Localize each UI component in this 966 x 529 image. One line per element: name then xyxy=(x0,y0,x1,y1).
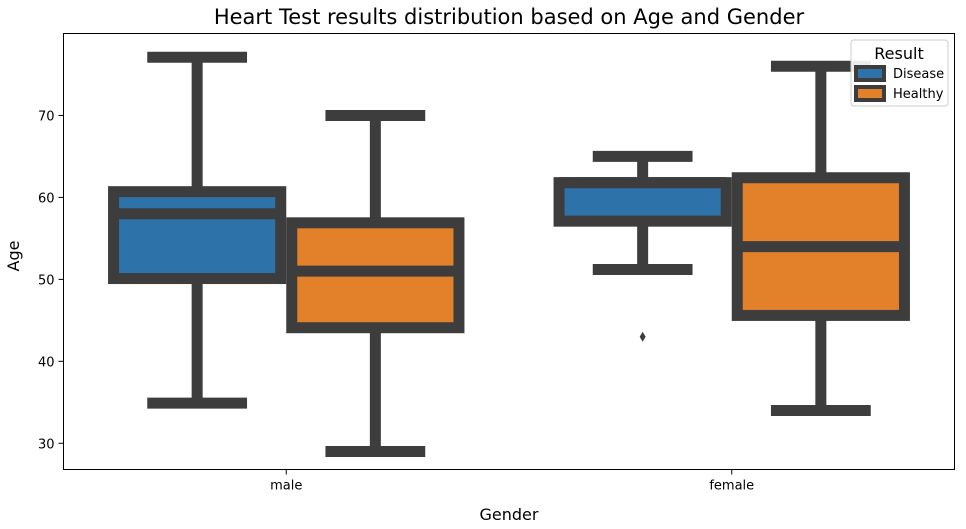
y-tick-label: 40 xyxy=(38,355,55,370)
legend-swatch-disease xyxy=(854,65,886,82)
legend-label-disease: Disease xyxy=(893,67,944,82)
plot-area: 30 40 50 60 70 male female xyxy=(38,51,910,494)
y-axis-label: Age xyxy=(4,241,23,272)
y-tick-label: 50 xyxy=(38,273,55,288)
box-disease-male xyxy=(108,186,287,285)
legend-title: Result xyxy=(874,44,923,63)
legend: Result Disease Healthy xyxy=(850,39,949,107)
x-tick-label: female xyxy=(709,479,754,494)
y-tick-label: 60 xyxy=(38,191,55,206)
legend-label-healthy: Healthy xyxy=(893,87,944,102)
legend-swatch-healthy xyxy=(854,85,886,102)
y-tick-label: 70 xyxy=(38,109,55,124)
outlier-disease-female xyxy=(639,331,646,342)
chart-title: Heart Test results distribution based on… xyxy=(214,5,805,29)
y-tick-label: 30 xyxy=(38,437,55,452)
x-axis-label: Gender xyxy=(480,505,539,524)
x-tick-label: male xyxy=(270,479,302,494)
plot-frame xyxy=(63,33,955,470)
box-disease-female xyxy=(553,177,732,227)
